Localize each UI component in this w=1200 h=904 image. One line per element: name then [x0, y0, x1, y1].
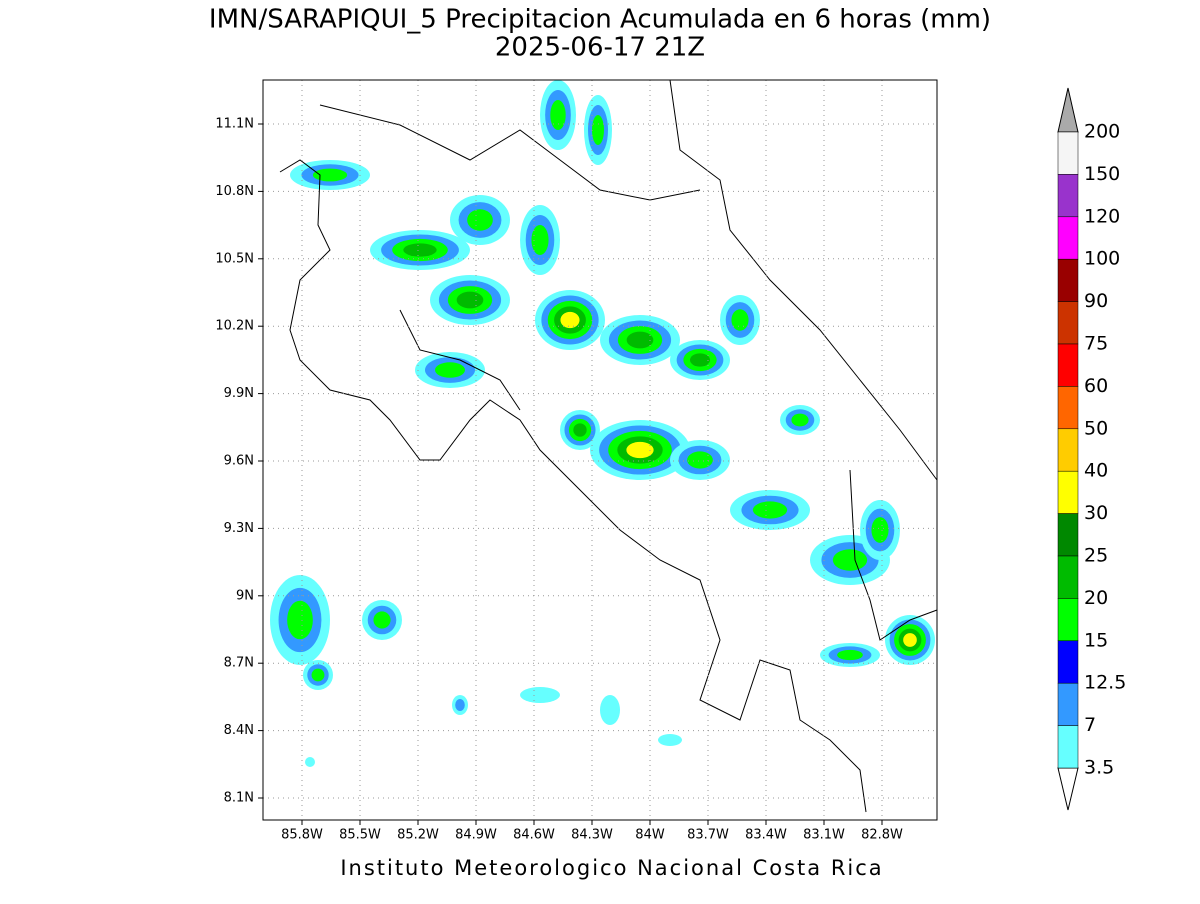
rain-area — [903, 633, 917, 647]
rain-area — [626, 331, 654, 349]
rain-area — [403, 243, 437, 257]
map-frame — [262, 79, 938, 821]
rain-area — [560, 311, 580, 329]
over-triangle — [1057, 87, 1079, 133]
colorbar-label: 90 — [1084, 290, 1108, 312]
rain-area — [658, 734, 682, 746]
rain-area — [837, 649, 863, 661]
colorbar-label: 120 — [1084, 205, 1120, 227]
colorbar-label: 30 — [1084, 502, 1108, 524]
colorbar-label: 150 — [1084, 163, 1120, 185]
color-box — [1057, 343, 1079, 387]
rain-area — [573, 423, 587, 437]
rain-area — [520, 687, 560, 703]
lat-label: 11.1N — [215, 117, 254, 132]
lat-label: 10.5N — [215, 251, 254, 266]
color-box — [1057, 301, 1079, 345]
rain-area — [312, 168, 348, 182]
rain-area — [690, 353, 710, 367]
axes: 11.1N 10.8N 10.5N 10.2N 9.9N 9.6N 9.3N 9N 8.7N 8.… — [215, 117, 903, 843]
rain-area — [311, 668, 325, 682]
colorbar-label: 12.5 — [1084, 672, 1126, 694]
rain-area — [305, 757, 315, 767]
lat-label: 8.1N — [224, 791, 254, 806]
lat-label: 9N — [236, 588, 254, 603]
color-box — [1057, 640, 1079, 684]
rain-area — [752, 501, 788, 519]
precipitation — [270, 80, 935, 767]
lon-label: 82.8W — [861, 828, 903, 843]
rain-area — [731, 309, 749, 331]
color-box — [1057, 386, 1079, 430]
lat-label: 9.9N — [224, 386, 254, 401]
lon-label: 85.5W — [339, 828, 381, 843]
colorbar-label: 20 — [1084, 587, 1108, 609]
lat-label: 10.2N — [215, 319, 254, 334]
rain-area — [531, 225, 549, 255]
colorbar-label: 3.5 — [1084, 757, 1114, 779]
color-box — [1057, 725, 1079, 769]
title: IMN/SARAPIQUI_5 Precipitacion Acumulada … — [209, 5, 991, 35]
under-triangle — [1057, 767, 1079, 811]
lon-label: 85.2W — [397, 828, 439, 843]
lon-label: 83.7W — [687, 828, 729, 843]
rain-area — [455, 699, 465, 711]
colorbar-label: 25 — [1084, 545, 1108, 567]
rain-area — [435, 362, 465, 378]
lat-label: 8.7N — [224, 656, 254, 671]
rain-area — [600, 695, 620, 725]
color-box — [1057, 682, 1079, 726]
color-box — [1057, 555, 1079, 599]
color-box — [1057, 513, 1079, 557]
lon-label: 84W — [635, 828, 665, 843]
rain-area — [871, 517, 889, 543]
rain-area — [791, 413, 809, 427]
rain-area — [467, 209, 493, 231]
lat-label: 10.8N — [215, 184, 254, 199]
colorbar-label: 7 — [1084, 714, 1096, 736]
subtitle: 2025-06-17 21Z — [495, 33, 705, 63]
colorbar-label: 75 — [1084, 333, 1108, 355]
lat-label: 8.4N — [224, 723, 254, 738]
colorbar-label: 200 — [1084, 121, 1120, 143]
color-box — [1057, 174, 1079, 218]
lon-label: 83.4W — [745, 828, 787, 843]
rain-area — [373, 611, 391, 629]
rain-area — [832, 549, 868, 571]
lon-label: 85.8W — [281, 828, 323, 843]
lon-label: 84.3W — [571, 828, 613, 843]
rain-area — [456, 291, 484, 309]
rain-area — [287, 600, 313, 640]
color-box — [1057, 258, 1079, 302]
rain-area — [592, 115, 604, 145]
color-box — [1057, 216, 1079, 260]
footer: Instituto Meteorologico Nacional Costa R… — [340, 856, 883, 880]
grid — [263, 80, 937, 820]
colorbar-label: 100 — [1084, 248, 1120, 270]
lat-label: 9.6N — [224, 454, 254, 469]
rain-area — [687, 451, 713, 469]
color-box — [1057, 131, 1079, 175]
lat-label: 9.3N — [224, 521, 254, 536]
color-box — [1057, 470, 1079, 514]
color-box — [1057, 428, 1079, 472]
colorbar-label: 40 — [1084, 460, 1108, 482]
colorbar-label: 15 — [1084, 629, 1108, 651]
colorbar-label: 60 — [1084, 375, 1108, 397]
rain-area — [626, 441, 654, 459]
lon-label: 83.1W — [803, 828, 845, 843]
colorbar-label: 50 — [1084, 417, 1108, 439]
lon-label: 84.6W — [513, 828, 555, 843]
rain-area — [550, 100, 566, 130]
colorbar: 200 150 120 100 90 75 60 50 40 30 25 20 15 12.5 7 3.5 — [1057, 87, 1126, 811]
color-box — [1057, 598, 1079, 642]
lon-label: 84.9W — [455, 828, 497, 843]
coastlines — [279, 79, 938, 813]
